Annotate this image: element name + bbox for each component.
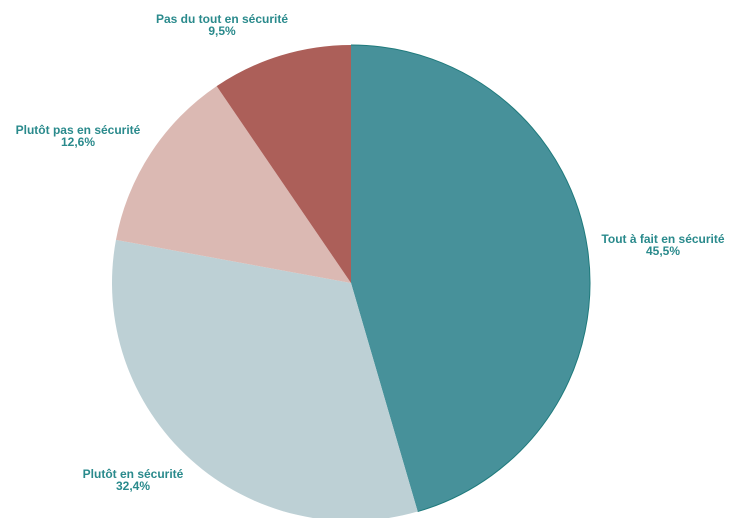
- pie-outline: [350, 44, 591, 513]
- pie-slices: [112, 44, 591, 518]
- pie-slice-pas-du-tout-en-securite: [216, 45, 351, 283]
- slice-category-label: Plutôt pas en sécurité: [16, 123, 141, 137]
- slice-category-label: Pas du tout en sécurité: [156, 12, 288, 26]
- slice-label-pas-du-tout-en-securite: Pas du tout en sécurité 9,5%: [156, 12, 288, 38]
- slice-label-plutot-en-securite: Plutôt en sécurité 32,4%: [83, 467, 184, 493]
- pie-labels: Tout à fait en sécurité 45,5% Plutôt en sé…: [16, 12, 725, 493]
- slice-label-tout-a-fait-en-securite: Tout à fait en sécurité 45,5%: [601, 232, 724, 258]
- slice-label-plutot-pas-en-securite: Plutôt pas en sécurité 12,6%: [16, 123, 141, 149]
- slice-value-label: 9,5%: [208, 24, 236, 38]
- slice-value-label: 12,6%: [61, 135, 95, 149]
- pie-slice-plutot-en-securite: [112, 239, 418, 518]
- pie-slice-plutot-pas-en-securite: [115, 86, 352, 284]
- slice-value-label: 32,4%: [116, 479, 150, 493]
- slice-category-label: Tout à fait en sécurité: [601, 232, 724, 246]
- slice-value-label: 45,5%: [646, 244, 680, 258]
- slice-category-label: Plutôt en sécurité: [83, 467, 184, 481]
- pie-slice-tout-a-fait-en-securite: [351, 45, 591, 512]
